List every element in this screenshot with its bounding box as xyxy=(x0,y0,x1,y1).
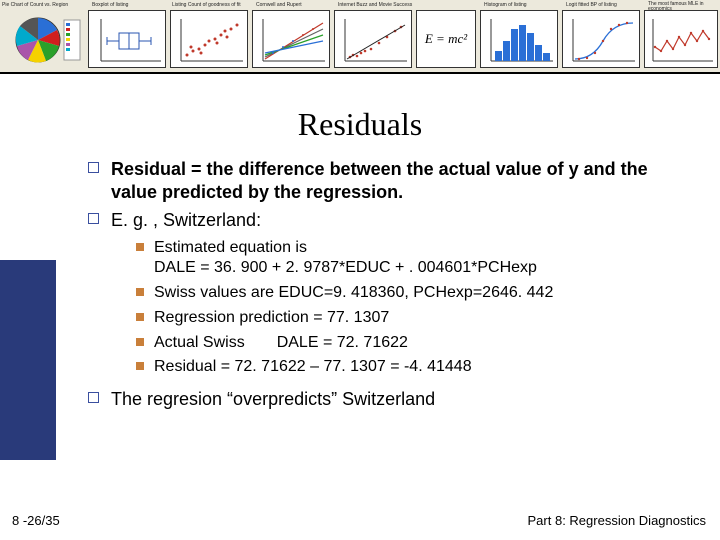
bullet-p3: The regresion “overpredicts” Switzerland xyxy=(88,388,688,411)
thumb-logit xyxy=(562,10,640,68)
square-bullet-icon xyxy=(88,392,99,403)
sub-bullet-list: Estimated equation is DALE = 36. 900 + 2… xyxy=(136,238,688,379)
sub-bullet-n3: Regression prediction = 77. 1307 xyxy=(136,308,688,329)
filled-square-icon xyxy=(136,243,144,251)
thumb-emc2: E = mc² xyxy=(416,10,476,68)
thumb8-title: Logit fitted BP of listing xyxy=(566,2,617,8)
thumb-buzz xyxy=(334,10,412,68)
square-bullet-icon xyxy=(88,213,99,224)
thumb2-title: Boxplot of listing xyxy=(92,2,128,8)
filled-square-icon xyxy=(136,362,144,370)
n2-text: Swiss values are EDUC=9. 418360, PCHexp=… xyxy=(154,283,553,304)
filled-square-icon xyxy=(136,313,144,321)
thumb-ts xyxy=(644,10,718,68)
square-bullet-icon xyxy=(88,162,99,173)
filled-square-icon xyxy=(136,338,144,346)
emc2-text: E = mc² xyxy=(425,31,467,47)
p2-text: E. g. , Switzerland: xyxy=(111,209,261,232)
thumb-scatter xyxy=(170,10,248,68)
thumb-multireg xyxy=(252,10,330,68)
footer-left: 8 -26/35 xyxy=(12,513,60,528)
thumb7-title: Histogram of listing xyxy=(484,2,527,8)
sidebar-accent xyxy=(0,260,56,460)
p1-text: Residual = the difference between the ac… xyxy=(111,158,688,203)
p3-text: The regresion “overpredicts” Switzerland xyxy=(111,388,435,411)
sub-bullet-n5: Residual = 72. 71622 – 77. 1307 = -4. 41… xyxy=(136,357,688,378)
slide: Pie Chart of Count vs. Region Boxplot of… xyxy=(0,0,720,540)
thumb-histogram xyxy=(480,10,558,68)
bullet-p1: Residual = the difference between the ac… xyxy=(88,158,688,203)
banner-strip: Pie Chart of Count vs. Region Boxplot of… xyxy=(0,0,720,74)
footer-right: Part 8: Regression Diagnostics xyxy=(528,513,706,528)
thumb3-title: Listing Count of goodness of fit xyxy=(172,2,241,8)
content-block: Residual = the difference between the ac… xyxy=(88,158,688,417)
thumb1-title: Pie Chart of Count vs. Region xyxy=(2,2,68,8)
slide-title: Residuals xyxy=(0,106,720,143)
n4-text: Actual Swiss DALE = 72. 71622 xyxy=(154,333,408,354)
n1-text: Estimated equation is DALE = 36. 900 + 2… xyxy=(154,238,537,280)
thumb5-title: Internet Buzz and Movie Success xyxy=(338,2,412,8)
filled-square-icon xyxy=(136,288,144,296)
sub-bullet-n4: Actual Swiss DALE = 72. 71622 xyxy=(136,333,688,354)
n5-text: Residual = 72. 71622 – 77. 1307 = -4. 41… xyxy=(154,357,472,378)
thumb-boxplot xyxy=(88,10,166,68)
thumb4-title: Cornwell and Rupert xyxy=(256,2,302,8)
bullet-p2: E. g. , Switzerland: xyxy=(88,209,688,232)
sub-bullet-n2: Swiss values are EDUC=9. 418360, PCHexp=… xyxy=(136,283,688,304)
sub-bullet-n1: Estimated equation is DALE = 36. 900 + 2… xyxy=(136,238,688,280)
n3-text: Regression prediction = 77. 1307 xyxy=(154,308,389,329)
thumb-pie xyxy=(2,10,82,68)
